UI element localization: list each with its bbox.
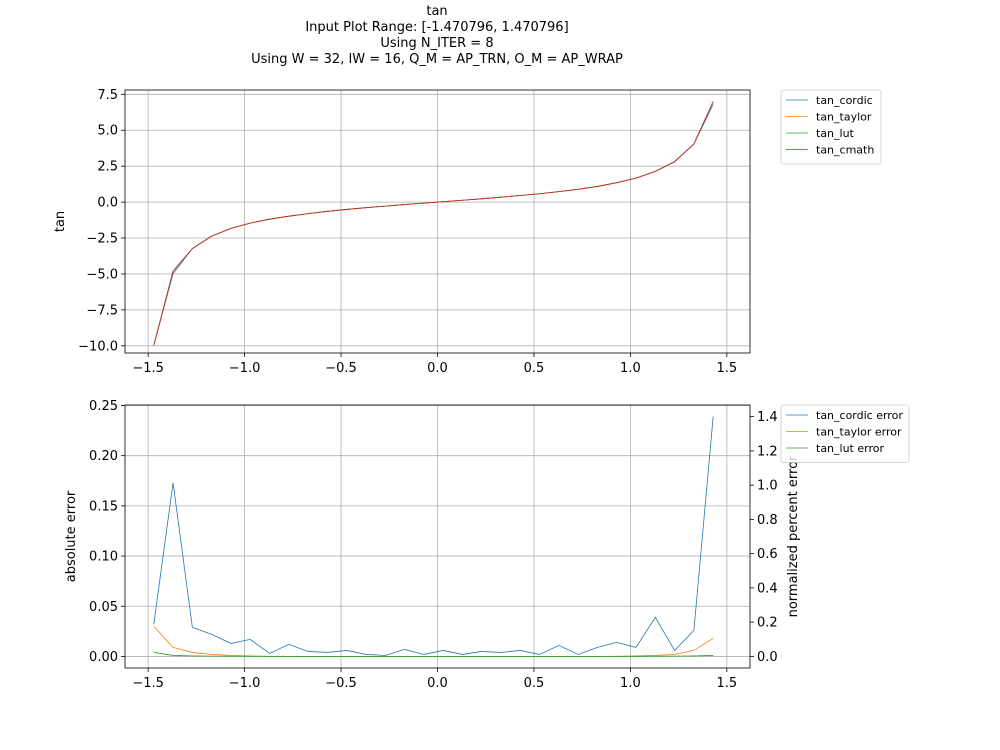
legend-label: tan_lut error xyxy=(816,442,884,455)
y-tick-label: 0.00 xyxy=(89,650,118,665)
legend-label: tan_lut xyxy=(816,127,855,140)
y2-tick-label: 1.0 xyxy=(757,479,778,494)
legend: tan_cordic tan_taylor tan_lut tan_cmath xyxy=(780,89,882,165)
y-tick-label: −10.0 xyxy=(78,339,118,354)
legend-label: tan_taylor error xyxy=(816,425,902,438)
series-line-tan_lut error xyxy=(153,652,714,657)
series-line-tan_taylor error xyxy=(153,626,714,657)
y-tick-label: 5.0 xyxy=(97,124,118,139)
y-tick-label: 0.10 xyxy=(89,550,118,565)
x-tick-label: 1.0 xyxy=(620,361,641,376)
y-tick-label: −5.0 xyxy=(86,267,118,282)
y2-axis-label: normalized percent error xyxy=(786,455,801,617)
y-tick-label: 7.5 xyxy=(97,88,118,103)
series-line-tan_taylor xyxy=(153,101,714,346)
y2-tick-label: 1.2 xyxy=(757,444,778,459)
y2-tick-label: 0.8 xyxy=(757,513,778,528)
x-tick-label: −1.0 xyxy=(229,361,261,376)
y-tick-label: 2.5 xyxy=(97,160,118,175)
y-axis-label: absolute error xyxy=(64,490,79,582)
x-tick-label: 0.5 xyxy=(524,676,545,691)
series-line-tan_cordic xyxy=(153,104,714,346)
plot-2: −1.5 −1.0 −0.5 0.0 0.5 1.0 1.5 0.00 0.05 0.10 0.15… xyxy=(64,399,910,691)
chart-title-line-1: tan xyxy=(426,4,448,19)
y-axis-label: tan xyxy=(53,211,68,232)
series-line-tan_cmath xyxy=(153,101,714,346)
legend-label: tan_cordic error xyxy=(816,409,903,422)
y-tick-label: 0.05 xyxy=(89,600,118,615)
legend: tan_cordic error tan_taylor error tan_lut … xyxy=(780,404,910,463)
series-line-tan_cordic error xyxy=(153,416,714,656)
chart-title-line-3: Using N_ITER = 8 xyxy=(380,36,494,51)
plot-1: −1.5 −1.0 −0.5 0.0 0.5 1.0 1.5 −10.0 −7.5 −5.0 −2.… xyxy=(53,88,882,376)
x-tick-label: 0.0 xyxy=(427,676,448,691)
y-tick-label: 0.25 xyxy=(89,399,118,414)
y2-tick-label: 1.4 xyxy=(757,410,778,425)
y2-tick-label: 0.2 xyxy=(757,616,778,631)
y-tick-label: −2.5 xyxy=(86,232,118,247)
x-tick-label: −1.5 xyxy=(132,676,164,691)
y-tick-label: 0.0 xyxy=(97,196,118,211)
legend-label: tan_taylor xyxy=(816,110,872,123)
y2-tick-label: 0.0 xyxy=(757,650,778,665)
y-tick-label: 0.15 xyxy=(89,499,118,514)
x-tick-label: 1.5 xyxy=(717,361,738,376)
x-tick-label: 1.0 xyxy=(620,676,641,691)
chart-title-line-4: Using W = 32, IW = 16, Q_M = AP_TRN, O_M… xyxy=(251,52,623,67)
legend-label: tan_cordic xyxy=(816,94,873,107)
x-tick-label: −1.0 xyxy=(229,676,261,691)
y2-tick-label: 0.4 xyxy=(757,581,778,596)
x-tick-label: 0.5 xyxy=(524,361,545,376)
legend-box xyxy=(780,404,910,463)
series-line-tan_lut xyxy=(153,101,714,346)
legend-box xyxy=(780,89,882,165)
x-tick-label: 0.0 xyxy=(427,361,448,376)
x-tick-label: −1.5 xyxy=(132,361,164,376)
x-tick-label: −0.5 xyxy=(325,361,357,376)
y-tick-label: −7.5 xyxy=(86,303,118,318)
y-tick-label: 0.20 xyxy=(89,449,118,464)
chart-title-line-2: Input Plot Range: [-1.470796, 1.470796] xyxy=(305,20,569,35)
legend-label: tan_cmath xyxy=(816,143,874,156)
x-tick-label: 1.5 xyxy=(717,676,738,691)
x-tick-label: −0.5 xyxy=(325,676,357,691)
y2-tick-label: 0.6 xyxy=(757,547,778,562)
